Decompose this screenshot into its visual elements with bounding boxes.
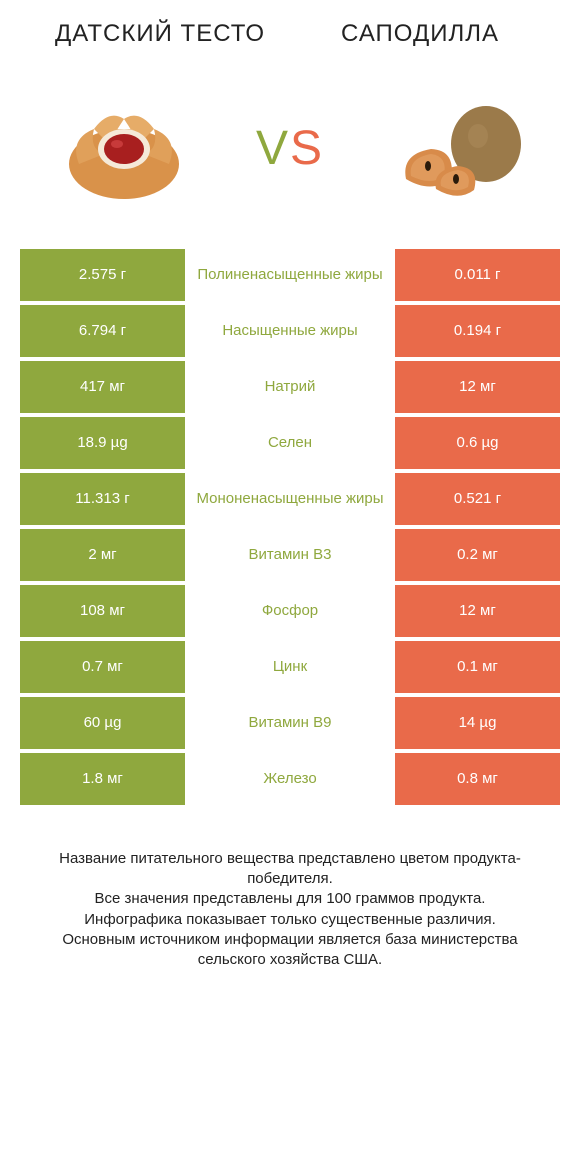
right-value-cell: 12 мг [395, 361, 560, 413]
sapodilla-icon [386, 94, 526, 204]
nutrient-name-cell: Цинк [185, 641, 395, 693]
footer-notes: Название питательного вещества представл… [0, 809, 580, 971]
left-product-title: ДАТСКИЙ ТЕСТО [30, 20, 290, 49]
table-row: 0.7 мгЦинк0.1 мг [20, 641, 560, 693]
left-value-cell: 108 мг [20, 585, 185, 637]
right-value-cell: 0.011 г [395, 249, 560, 301]
nutrient-name-cell: Железо [185, 753, 395, 805]
nutrient-name-cell: Полиненасыщенные жиры [185, 249, 395, 301]
comparison-table: 2.575 гПолиненасыщенные жиры0.011 г6.794… [0, 249, 580, 805]
header: ДАТСКИЙ ТЕСТО САПОДИЛЛА [0, 0, 580, 59]
table-row: 18.9 µgСелен0.6 µg [20, 417, 560, 469]
right-value-cell: 12 мг [395, 585, 560, 637]
footer-line-3: Инфографика показывает только существенн… [30, 910, 550, 930]
danish-pastry-icon [59, 94, 189, 204]
right-product-image [381, 89, 531, 209]
header-left: ДАТСКИЙ ТЕСТО [30, 20, 290, 49]
table-row: 6.794 гНасыщенные жиры0.194 г [20, 305, 560, 357]
vs-v-letter: V [256, 122, 290, 175]
left-value-cell: 2.575 г [20, 249, 185, 301]
right-value-cell: 0.2 мг [395, 529, 560, 581]
header-right: САПОДИЛЛА [290, 20, 550, 49]
nutrient-name-cell: Витамин B9 [185, 697, 395, 749]
table-row: 417 мгНатрий12 мг [20, 361, 560, 413]
nutrient-name-cell: Мононенасыщенные жиры [185, 473, 395, 525]
table-row: 60 µgВитамин B914 µg [20, 697, 560, 749]
nutrient-name-cell: Фосфор [185, 585, 395, 637]
left-product-image [49, 89, 199, 209]
left-value-cell: 60 µg [20, 697, 185, 749]
right-value-cell: 0.6 µg [395, 417, 560, 469]
nutrient-name-cell: Витамин B3 [185, 529, 395, 581]
left-value-cell: 18.9 µg [20, 417, 185, 469]
left-value-cell: 2 мг [20, 529, 185, 581]
nutrient-name-cell: Насыщенные жиры [185, 305, 395, 357]
table-row: 2.575 гПолиненасыщенные жиры0.011 г [20, 249, 560, 301]
right-value-cell: 0.194 г [395, 305, 560, 357]
footer-line-1: Название питательного вещества представл… [30, 849, 550, 890]
left-value-cell: 11.313 г [20, 473, 185, 525]
nutrient-name-cell: Натрий [185, 361, 395, 413]
vs-label: VS [256, 121, 324, 176]
right-value-cell: 0.1 мг [395, 641, 560, 693]
table-row: 1.8 мгЖелезо0.8 мг [20, 753, 560, 805]
right-product-title: САПОДИЛЛА [341, 20, 499, 49]
left-value-cell: 1.8 мг [20, 753, 185, 805]
table-row: 108 мгФосфор12 мг [20, 585, 560, 637]
nutrient-name-cell: Селен [185, 417, 395, 469]
left-value-cell: 417 мг [20, 361, 185, 413]
left-value-cell: 0.7 мг [20, 641, 185, 693]
table-row: 11.313 гМононенасыщенные жиры0.521 г [20, 473, 560, 525]
table-row: 2 мгВитамин B30.2 мг [20, 529, 560, 581]
right-value-cell: 0.521 г [395, 473, 560, 525]
right-value-cell: 14 µg [395, 697, 560, 749]
footer-line-2: Все значения представлены для 100 граммо… [30, 889, 550, 909]
left-value-cell: 6.794 г [20, 305, 185, 357]
vs-s-letter: S [290, 122, 324, 175]
right-value-cell: 0.8 мг [395, 753, 560, 805]
images-row: VS [0, 59, 580, 249]
footer-line-4: Основным источником информации является … [30, 930, 550, 971]
